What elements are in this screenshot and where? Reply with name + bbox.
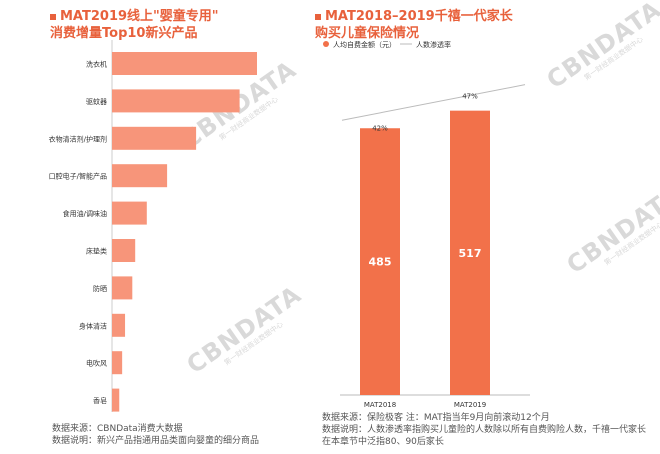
legend-label: 人均自费金额（元） bbox=[333, 40, 396, 49]
right-footnote: 数据来源：保险极客 注：MAT指当年9月向前滚动12个月 数据说明：人数渗透率指… bbox=[322, 413, 647, 447]
bar bbox=[450, 110, 490, 396]
left-bar-chart: 洗衣机驱蚊器衣物清洁剂/护理剂口腔电子/智能产品食用油/调味油床垫类防晒身体清洁… bbox=[49, 40, 257, 412]
category-label: 身体清洁 bbox=[79, 321, 107, 330]
bar bbox=[112, 313, 126, 337]
category-label: MAT2019 bbox=[454, 401, 486, 409]
data-label: 42% bbox=[372, 124, 388, 132]
category-label: 洗衣机 bbox=[86, 60, 107, 69]
bar bbox=[112, 52, 257, 75]
category-label: 驱蚊器 bbox=[86, 97, 107, 106]
legend-label: 人数渗透率 bbox=[416, 40, 451, 49]
category-label: 床垫类 bbox=[86, 247, 107, 256]
left-footnote: 数据来源：CBNData消费大数据 数据说明：新兴产品指通用品类面向婴童的细分商… bbox=[52, 424, 260, 446]
bar bbox=[112, 164, 168, 188]
category-label: 口腔电子/智能产品 bbox=[49, 172, 107, 181]
bar bbox=[112, 126, 197, 150]
bar bbox=[112, 351, 123, 375]
series-line bbox=[341, 84, 526, 121]
data-label: 485 bbox=[369, 256, 392, 269]
title-marker bbox=[50, 13, 56, 20]
right-chart-title: MAT2018–2019千禧一代家长 购买儿童保险情况 bbox=[315, 9, 513, 41]
title-marker bbox=[315, 13, 321, 20]
bar bbox=[360, 128, 400, 395]
data-label: 47% bbox=[462, 93, 478, 101]
bar bbox=[112, 276, 133, 300]
category-label: MAT2018 bbox=[364, 401, 396, 409]
data-label: 517 bbox=[459, 247, 482, 260]
bar bbox=[112, 388, 120, 412]
bar bbox=[112, 89, 240, 113]
category-label: 防晒 bbox=[93, 284, 107, 293]
category-label: 香皂 bbox=[93, 396, 107, 405]
category-label: 衣物清洁剂/护理剂 bbox=[49, 134, 107, 143]
bar bbox=[112, 201, 147, 225]
bar bbox=[112, 239, 136, 262]
legend-swatch bbox=[323, 41, 329, 47]
category-label: 电吹风 bbox=[86, 359, 107, 368]
category-label: 食用油/调味油 bbox=[63, 209, 107, 218]
right-bar-chart: 人均自费金额（元） 人数渗透率 485 MAT2018 517 MAT2019 42% 47% bbox=[323, 40, 530, 409]
left-chart-title: MAT2019线上"婴童专用" 消费增量Top10新兴产品 bbox=[50, 9, 219, 41]
